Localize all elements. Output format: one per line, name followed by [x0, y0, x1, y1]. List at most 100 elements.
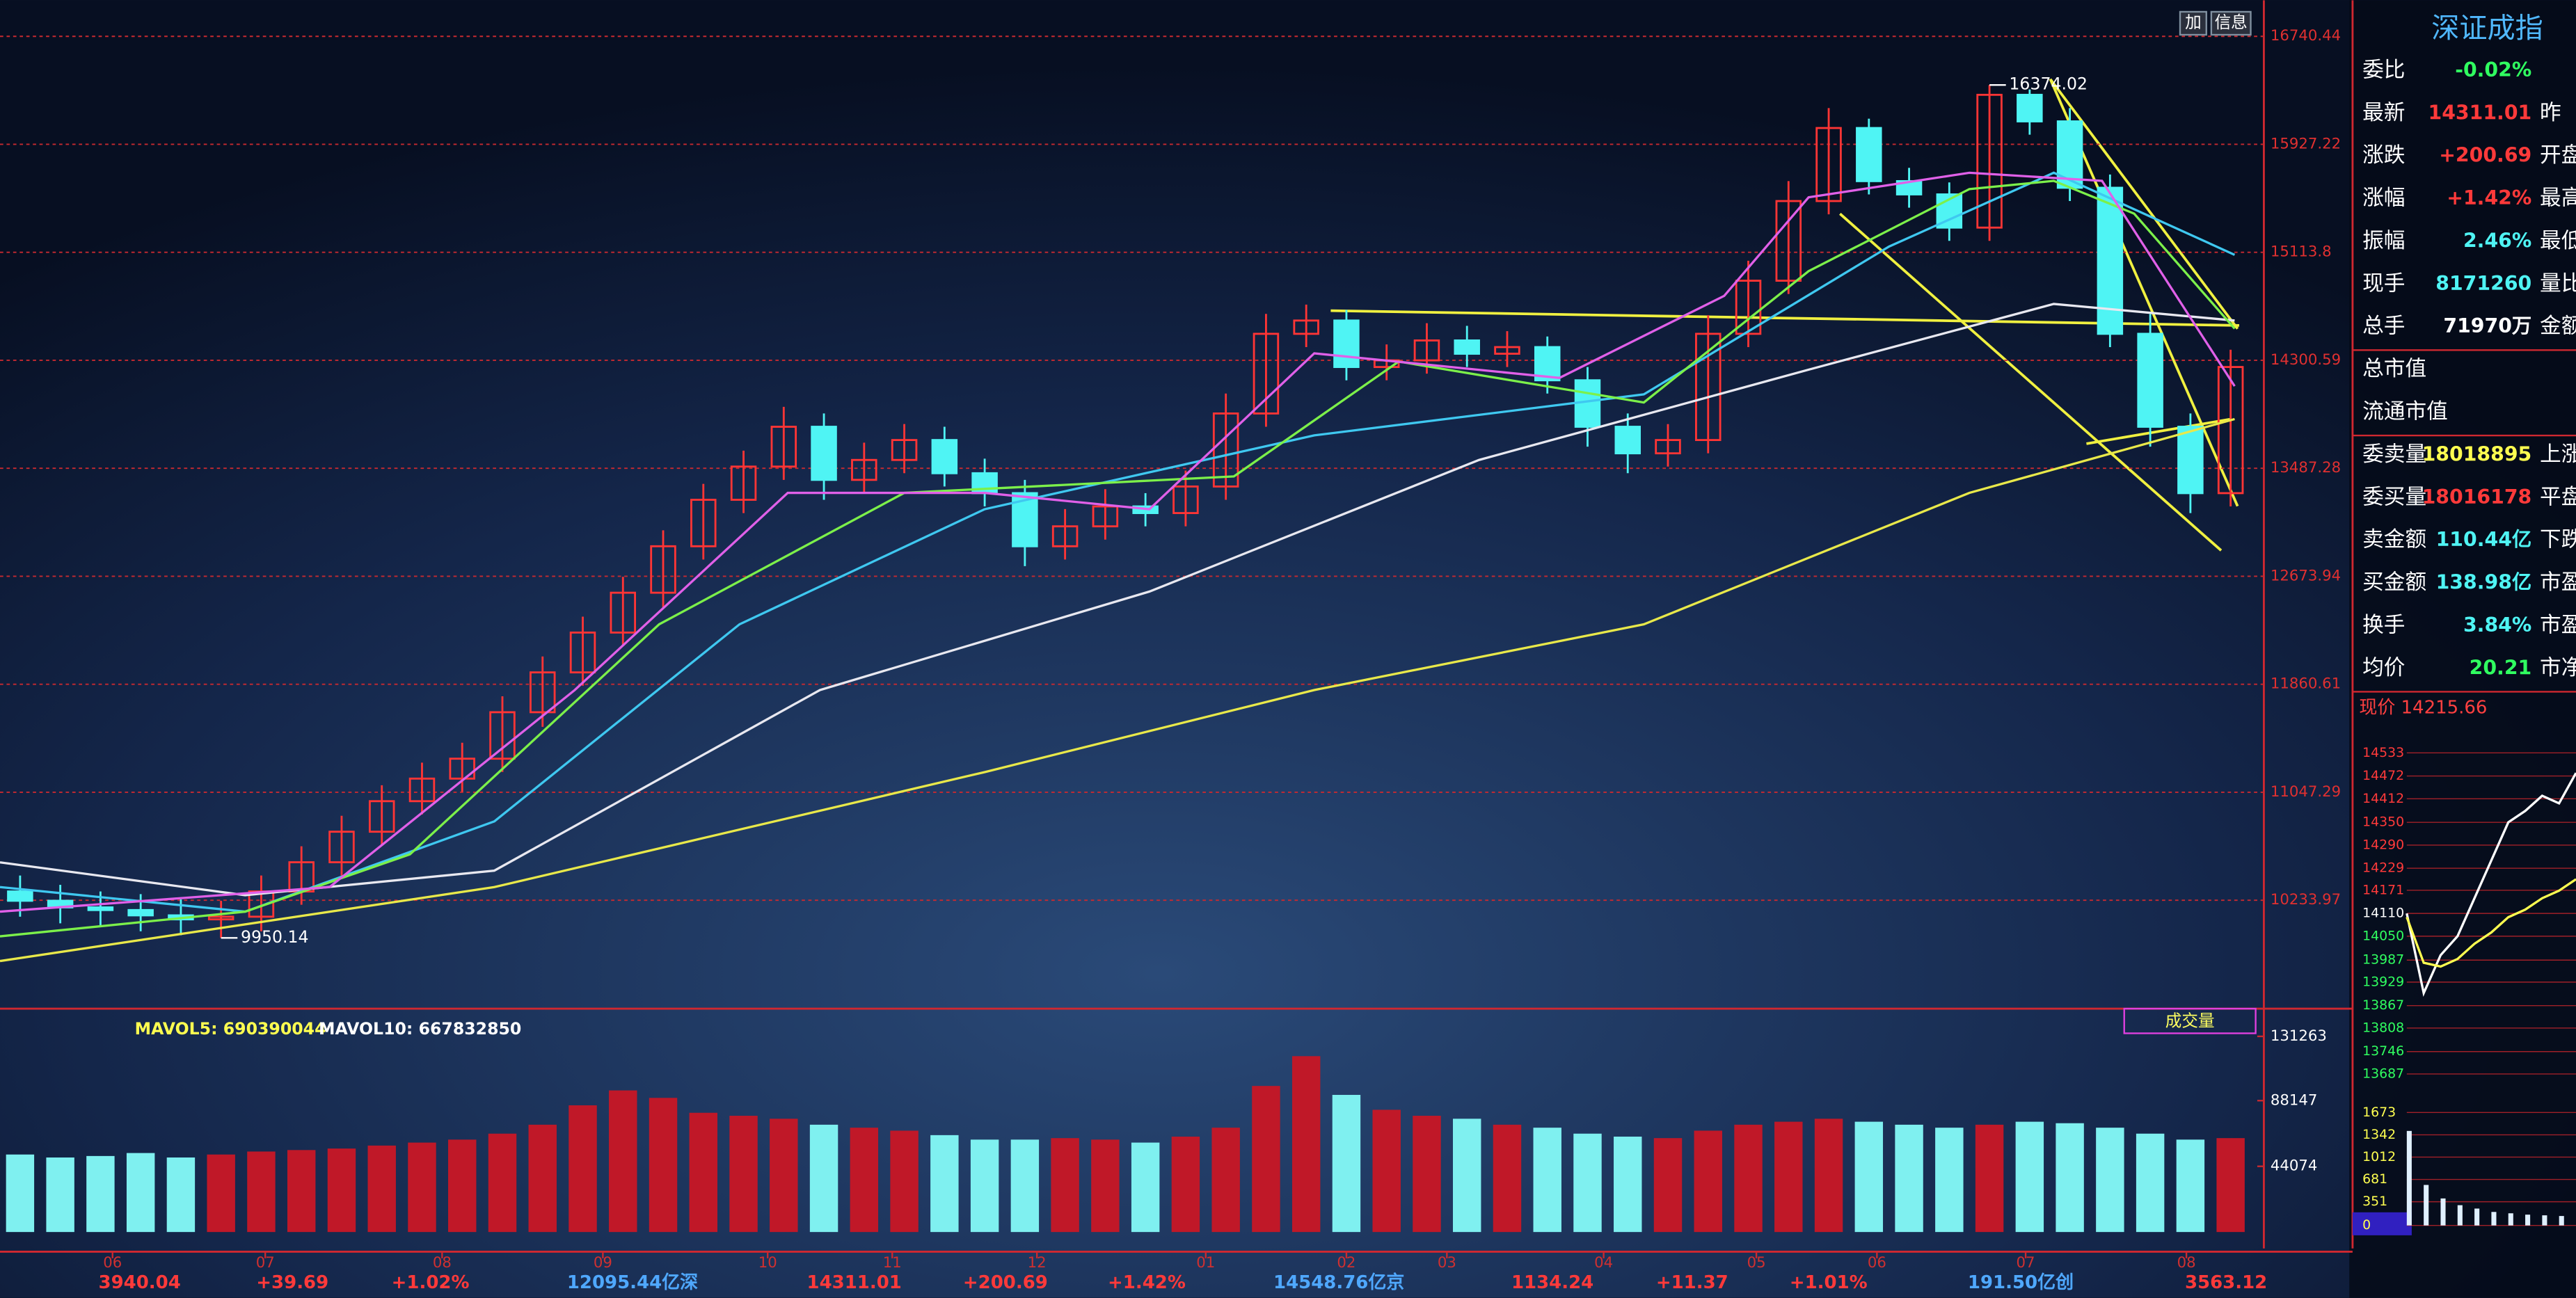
row-value: 3.84% — [2463, 614, 2531, 636]
status-item: +1.01% — [1790, 1272, 1868, 1293]
row-side-label: 市盈 — [2540, 570, 2576, 595]
toolbar-label[interactable]: 加 — [2185, 13, 2202, 32]
candle-body — [7, 890, 33, 902]
volume-bar — [1573, 1133, 1602, 1233]
volume-bar — [86, 1155, 115, 1233]
volume-tick-label: 1673 — [2362, 1105, 2396, 1120]
tab-highlight — [2352, 1212, 2412, 1235]
x-tick-label: 03 — [1438, 1254, 1456, 1272]
volume-bar — [2015, 1121, 2044, 1233]
candle-body — [1012, 492, 1038, 547]
candle-body — [328, 831, 355, 863]
x-tick-label: 06 — [103, 1254, 122, 1272]
row-side-label: 金额 — [2540, 314, 2576, 339]
intraday-line — [2406, 772, 2576, 997]
volume-bar — [649, 1098, 678, 1233]
candle-body — [851, 458, 877, 481]
volume-bar — [1854, 1121, 1884, 1233]
volume-tick-label: 0 — [2362, 1217, 2371, 1233]
y-tick-label: 14050 — [2362, 928, 2404, 943]
x-tick-label: 04 — [1594, 1254, 1613, 1272]
volume-bar — [488, 1133, 517, 1233]
volume-bar — [2424, 1185, 2429, 1226]
volume-bar — [2491, 1212, 2497, 1226]
y-tick-label: 13687 — [2362, 1066, 2404, 1081]
y-tick-label: 44074 — [2271, 1157, 2318, 1175]
volume-tick-label: 1342 — [2362, 1127, 2396, 1142]
candle-body — [1212, 412, 1239, 488]
candle-body — [1293, 319, 1319, 335]
y-tick-label: 10233.97 — [2271, 891, 2341, 908]
candle-body — [2217, 366, 2244, 495]
legend-entry: MAVOL10: 667832850 — [319, 1019, 521, 1039]
candle-body — [730, 465, 757, 501]
candle-body — [408, 777, 436, 803]
volume-bar — [166, 1157, 196, 1233]
row-value: 8171260 — [2435, 272, 2531, 295]
candle-body — [1976, 93, 2003, 229]
row-side-label: 昨 — [2540, 101, 2561, 125]
row-label: 涨幅 — [2362, 186, 2405, 211]
status-item: 12095.44亿深 — [567, 1272, 698, 1293]
y-tick-label: 15927.22 — [2271, 135, 2341, 152]
x-tick-label: 07 — [2017, 1254, 2035, 1272]
status-item: 191.50亿创 — [1968, 1272, 2074, 1293]
candle-body — [650, 545, 676, 594]
row-side-label: 下跌 — [2540, 528, 2576, 552]
y-tick-label: 14290 — [2362, 837, 2404, 852]
y-tick-label: 14229 — [2362, 860, 2404, 876]
volume-bar — [729, 1116, 758, 1233]
sidebar-title: 深证成指 — [2431, 13, 2543, 45]
candle-body — [1735, 280, 1762, 335]
volume-bar — [2406, 1130, 2412, 1226]
volume-bar — [1453, 1119, 1481, 1233]
volume-bar — [2216, 1138, 2245, 1233]
candle-body — [2097, 186, 2124, 335]
volume-bar — [930, 1135, 959, 1233]
volume-tab[interactable] — [2123, 1007, 2257, 1034]
y-tick-label: 88147 — [2271, 1091, 2318, 1109]
candle-body — [610, 591, 637, 634]
volume-title[interactable]: 成交量 — [2165, 1011, 2215, 1030]
toolbar-label[interactable]: 信息 — [2215, 13, 2248, 32]
volume-bar — [327, 1148, 356, 1233]
volume-bar — [2056, 1123, 2084, 1233]
y-tick-label: 12673.94 — [2271, 567, 2341, 584]
candle-body — [1856, 127, 1882, 182]
candle-body — [1413, 339, 1440, 362]
volume-bar — [6, 1154, 35, 1233]
row-value: 2.46% — [2463, 229, 2531, 252]
row-label: 涨跌 — [2362, 143, 2405, 168]
x-tick-label: 11 — [883, 1254, 902, 1272]
status-item: +11.37 — [1656, 1272, 1728, 1293]
trend-line — [1839, 212, 2223, 552]
candle-body — [2137, 332, 2163, 428]
row-label: 换手 — [2362, 613, 2405, 637]
moving-average — [0, 171, 2236, 913]
volume-bar — [2096, 1128, 2124, 1233]
volume-bar — [408, 1142, 436, 1233]
volume-bar — [1694, 1130, 1722, 1233]
candle-body — [1494, 346, 1520, 355]
y-tick-label: 15113.8 — [2271, 243, 2332, 261]
y-tick-label: 11047.29 — [2271, 783, 2341, 801]
toolbar-button[interactable] — [2179, 10, 2207, 36]
y-tick-label: 14412 — [2362, 791, 2404, 806]
candle-body — [569, 631, 596, 674]
volume-bar — [1935, 1128, 1964, 1233]
toolbar-button[interactable] — [2210, 10, 2252, 36]
volume-bar — [689, 1112, 718, 1233]
volume-tick-label: 1012 — [2362, 1149, 2396, 1164]
row-label: 委卖量 — [2362, 442, 2426, 467]
moving-average — [0, 171, 2236, 913]
row-label: 均价 — [2362, 656, 2405, 680]
row-side-label: 平盘 — [2540, 485, 2576, 509]
volume-bar — [126, 1153, 155, 1233]
volume-bar — [1291, 1056, 1321, 1233]
y-tick-label: 14472 — [2362, 768, 2404, 783]
volume-bar — [207, 1154, 235, 1233]
x-tick-label: 09 — [594, 1254, 612, 1272]
status-item: 14548.76亿京 — [1273, 1272, 1404, 1293]
y-tick-label: 13746 — [2362, 1043, 2404, 1059]
row-label: 买金额 — [2362, 570, 2426, 595]
